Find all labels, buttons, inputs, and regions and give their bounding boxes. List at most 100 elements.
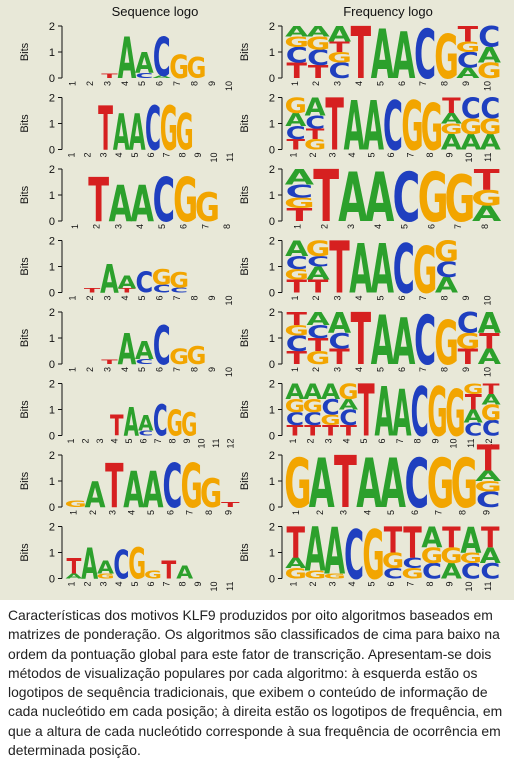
position-tick-label: 4 bbox=[347, 153, 357, 158]
position-tick-label: 9 bbox=[207, 81, 217, 86]
nucleotide-G: G bbox=[160, 94, 178, 165]
position-tick-label: 3 bbox=[102, 81, 112, 86]
nucleotide-T: T bbox=[313, 156, 339, 238]
nucleotide-C: C bbox=[304, 409, 322, 430]
position-tick-label: 7 bbox=[418, 296, 428, 301]
nucleotide-G: G bbox=[284, 322, 309, 339]
nucleotide-C: C bbox=[307, 253, 329, 270]
nucleotide-A: A bbox=[392, 305, 415, 379]
nucleotide-C: C bbox=[286, 124, 306, 144]
position-tick-label: 4 bbox=[120, 367, 130, 372]
position-tick-label: 6 bbox=[179, 224, 189, 229]
y-tick-label: 2 bbox=[49, 164, 55, 176]
position-tick-label: 1 bbox=[290, 81, 300, 86]
position-tick-label: 11 bbox=[225, 582, 235, 591]
nucleotide-G: G bbox=[285, 93, 307, 118]
figure-caption: Características dos motivos KLF9 produzi… bbox=[8, 607, 503, 759]
nucleotide-G: G bbox=[195, 185, 220, 231]
nucleotide-C: C bbox=[153, 315, 171, 377]
position-tick-label: 9 bbox=[207, 367, 217, 372]
nucleotide-T: T bbox=[329, 345, 350, 370]
nucleotide-T: T bbox=[458, 345, 479, 370]
nucleotide-G: G bbox=[456, 39, 481, 56]
position-tick-label: 3 bbox=[98, 153, 108, 158]
nucleotide-T: T bbox=[101, 359, 118, 366]
nucleotide-C: C bbox=[153, 396, 168, 446]
nucleotide-A: A bbox=[392, 377, 411, 451]
position-tick-label: 12 bbox=[225, 439, 235, 449]
position-tick-label: 5 bbox=[146, 510, 156, 515]
position-tick-label: 11 bbox=[483, 153, 493, 162]
nucleotide-A: A bbox=[135, 335, 154, 364]
nucleotide-T: T bbox=[119, 288, 136, 295]
y-tick-label: 1 bbox=[269, 47, 275, 59]
position-tick-label: 2 bbox=[319, 224, 329, 229]
position-tick-label: 4 bbox=[362, 510, 372, 515]
nucleotide-T: T bbox=[105, 453, 123, 523]
nucleotide-T: T bbox=[483, 380, 500, 397]
y-tick-label: 0 bbox=[49, 73, 55, 85]
nucleotide-T: T bbox=[477, 439, 500, 480]
y-tick-label: 0 bbox=[269, 574, 275, 586]
nucleotide-C: C bbox=[286, 409, 304, 430]
nucleotide-G: G bbox=[460, 550, 482, 566]
nucleotide-A: A bbox=[85, 475, 106, 516]
nucleotide-G: G bbox=[440, 121, 462, 137]
nucleotide-A: A bbox=[65, 572, 82, 580]
nucleotide-G: G bbox=[285, 566, 307, 582]
nucleotide-G: G bbox=[169, 345, 189, 369]
nucleotide-C: C bbox=[170, 286, 188, 294]
nucleotide-A: A bbox=[421, 521, 442, 555]
position-tick-label: 11 bbox=[483, 582, 493, 591]
nucleotide-G: G bbox=[306, 237, 331, 262]
nucleotide-C: C bbox=[135, 72, 153, 80]
y-tick-label: 2 bbox=[269, 307, 275, 319]
position-tick-label: 2 bbox=[92, 224, 102, 229]
nucleotide-C: C bbox=[402, 556, 422, 572]
nucleotide-C: C bbox=[457, 307, 479, 340]
nucleotide-T: T bbox=[351, 12, 371, 95]
position-tick-label: 9 bbox=[461, 81, 471, 86]
position-tick-label: 5 bbox=[137, 296, 147, 301]
position-tick-label: 9 bbox=[182, 439, 192, 444]
nucleotide-T: T bbox=[66, 554, 81, 579]
position-tick-label: 1 bbox=[288, 439, 298, 444]
nucleotide-A: A bbox=[285, 556, 306, 572]
nucleotide-A: A bbox=[305, 94, 327, 123]
position-tick-label: 10 bbox=[482, 296, 492, 306]
position-tick-label: 11 bbox=[466, 439, 476, 448]
nucleotide-A: A bbox=[109, 175, 133, 233]
y-tick-label: 1 bbox=[269, 262, 275, 274]
nucleotide-G: G bbox=[481, 401, 501, 425]
nucleotide-G: G bbox=[401, 88, 423, 167]
y-tick-label: 1 bbox=[269, 119, 275, 131]
position-tick-label: 8 bbox=[189, 81, 199, 86]
nucleotide-G: G bbox=[304, 137, 326, 153]
position-tick-label: 10 bbox=[464, 153, 474, 163]
y-tick-label: 2 bbox=[49, 307, 55, 319]
nucleotide-C: C bbox=[461, 92, 481, 126]
y-tick-label: 2 bbox=[49, 236, 55, 248]
position-tick-label: 1 bbox=[68, 81, 78, 86]
nucleotide-A: A bbox=[143, 462, 164, 519]
nucleotide-G: G bbox=[187, 341, 207, 370]
position-tick-label: 7 bbox=[200, 224, 210, 229]
nucleotide-G: G bbox=[303, 396, 323, 417]
nucleotide-T: T bbox=[88, 167, 109, 236]
nucleotide-G: G bbox=[152, 266, 172, 290]
nucleotide-A: A bbox=[328, 23, 352, 48]
nucleotide-C: C bbox=[138, 429, 153, 438]
nucleotide-C: C bbox=[478, 21, 500, 54]
axis-label-bits: Bits bbox=[19, 257, 31, 276]
axis-label-bits: Bits bbox=[239, 471, 251, 490]
position-tick-label: 7 bbox=[405, 582, 415, 587]
nucleotide-A: A bbox=[375, 374, 394, 452]
nucleotide-T: T bbox=[351, 298, 371, 381]
position-tick-label: 8 bbox=[425, 582, 435, 587]
y-tick-label: 2 bbox=[269, 93, 275, 105]
header-frequency-logo: Frequency logo bbox=[343, 4, 433, 19]
